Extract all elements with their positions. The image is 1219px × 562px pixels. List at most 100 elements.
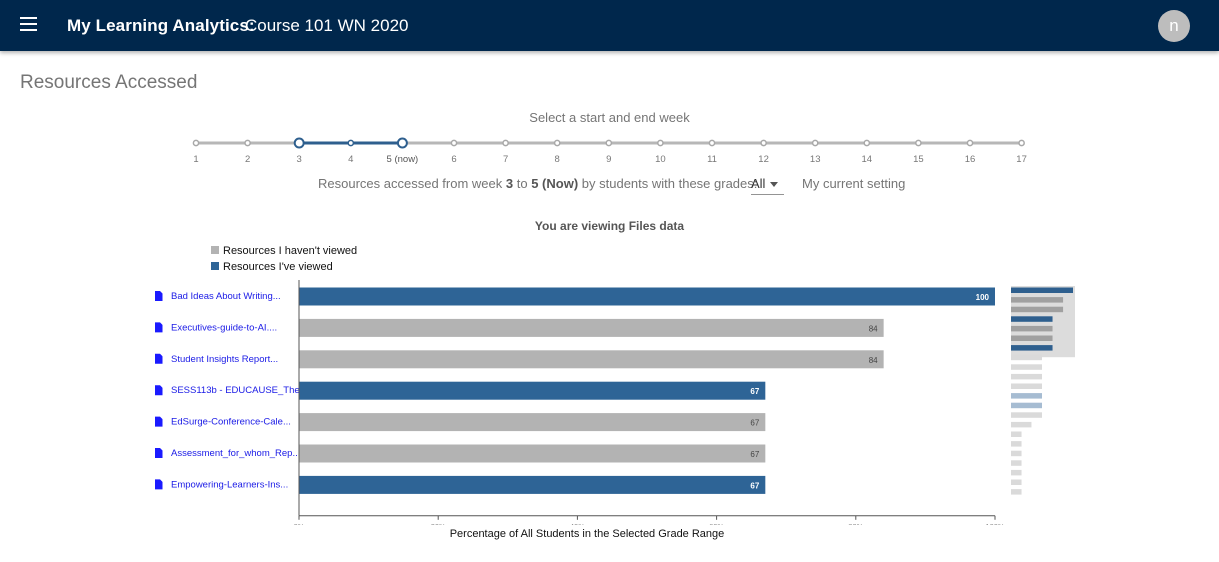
minimap-bar <box>1011 373 1042 380</box>
filter-to: to <box>516 176 528 191</box>
resource-link[interactable]: Assessment_for_whom_Rep... <box>171 448 300 459</box>
minimap-bar <box>1011 325 1053 332</box>
chart-bar[interactable] <box>299 381 766 400</box>
slider-tick-mark[interactable] <box>915 139 922 147</box>
slider-tick-mark[interactable] <box>966 139 974 147</box>
resource-link[interactable]: Executives-guide-to-AI.... <box>171 322 277 333</box>
slider-tick-mark[interactable] <box>863 139 871 147</box>
slider-week-label: 3 <box>297 154 302 165</box>
legend-viewed: Resources I've viewed <box>211 261 333 273</box>
chart-bar[interactable] <box>299 444 766 463</box>
slider-week-label: 17 <box>1016 154 1027 165</box>
slider-tick-mark[interactable] <box>708 139 716 147</box>
file-icon <box>155 291 163 301</box>
resource-link[interactable]: Empowering-Learners-Ins... <box>171 479 288 490</box>
slider-tick-mark[interactable] <box>450 139 458 147</box>
minimap-bar <box>1011 297 1064 303</box>
filter-suffix: by students with these grades: <box>581 176 758 191</box>
minimap-bar <box>1011 460 1022 466</box>
minimap-bar <box>1011 441 1022 447</box>
minimap-bar <box>1011 402 1042 409</box>
chart-bar[interactable] <box>299 350 884 369</box>
minimap-bar <box>1011 421 1032 428</box>
file-icon <box>155 416 163 427</box>
chart-bar[interactable] <box>299 475 766 494</box>
resource-link[interactable]: Bad Ideas About Writing... <box>171 291 281 302</box>
page-title: Resources Accessed <box>20 72 198 93</box>
slider-tick-mark[interactable] <box>657 139 664 147</box>
chart-minimap[interactable] <box>1010 286 1080 506</box>
slider-week-label: 4 <box>348 154 353 165</box>
resource-link[interactable]: EdSurge-Conference-Cale... <box>171 417 291 428</box>
slider-week-label: 8 <box>555 154 560 165</box>
minimap-bar <box>1011 345 1053 351</box>
slider-week-label: 1 <box>193 154 198 165</box>
x-tick-label: 40% <box>570 522 585 525</box>
slider-start-handle[interactable] <box>293 137 305 149</box>
menu-icon[interactable] <box>20 17 37 31</box>
chart-bar[interactable] <box>299 287 995 306</box>
x-tick-label: 60% <box>709 522 724 525</box>
slider-week-label: 13 <box>810 154 821 165</box>
x-axis-label: Percentage of All Students in the Select… <box>449 528 725 540</box>
chart-bar[interactable] <box>299 413 766 432</box>
my-current-setting-link[interactable]: My current setting <box>802 176 906 191</box>
slider-week-label: 9 <box>606 154 611 165</box>
slider-tick-mark[interactable] <box>811 139 819 147</box>
file-icon <box>155 353 163 364</box>
slider-tick-mark[interactable] <box>502 139 509 147</box>
slider-end-handle[interactable] <box>396 137 408 149</box>
minimap-bar <box>1011 335 1053 341</box>
legend-label-viewed: Resources I've viewed <box>223 261 333 273</box>
bar-value-label: 67 <box>750 419 759 428</box>
minimap-bar <box>1011 354 1042 361</box>
legend-label-not-viewed: Resources I haven't viewed <box>223 245 358 257</box>
slider-tick-mark[interactable] <box>192 139 200 147</box>
file-icon <box>155 385 163 396</box>
minimap-bar <box>1011 287 1073 293</box>
filter-start-week: 3 <box>505 176 514 191</box>
minimap-bar <box>1011 450 1022 457</box>
app-title: My Learning Analytics: <box>67 16 255 35</box>
slider-week-label: 5 (now) <box>387 154 419 165</box>
slider-tick-mark[interactable] <box>553 139 561 147</box>
slider-tick-mark[interactable] <box>347 139 355 147</box>
file-icon <box>155 448 163 458</box>
x-tick-label: 0% <box>294 522 305 525</box>
slider-week-label: 6 <box>451 154 456 165</box>
minimap-bar <box>1011 364 1042 370</box>
x-tick-label: 80% <box>848 522 863 525</box>
x-tick-label: 100% <box>985 522 1005 525</box>
resources-bar-chart: Bad Ideas About Writing... 100 Executives-… <box>155 280 1005 525</box>
slider-tick-mark[interactable] <box>605 139 613 147</box>
resource-link[interactable]: Student Insights Report... <box>171 354 278 365</box>
slider-week-label: 14 <box>862 154 873 165</box>
slider-tick-mark[interactable] <box>244 139 251 147</box>
bar-value-label: 100 <box>976 293 990 302</box>
week-slider-caption: Select a start and end week <box>529 110 690 125</box>
slider-week-label: 11 <box>707 154 717 165</box>
chevron-down-icon <box>770 182 778 187</box>
minimap-bar <box>1011 306 1064 313</box>
legend-swatch-viewed <box>211 262 219 270</box>
filter-description: Resources accessed from week 3 to 5 (Now… <box>318 176 757 191</box>
slider-week-label: 10 <box>655 154 666 165</box>
chart-bar[interactable] <box>299 318 884 337</box>
bar-value-label: 67 <box>750 481 759 490</box>
app-bar: My Learning Analytics: Course 101 WN 202… <box>0 0 1219 51</box>
minimap-bar <box>1011 383 1042 389</box>
slider-tick-mark[interactable] <box>1018 139 1025 147</box>
minimap-bar <box>1011 479 1022 485</box>
minimap-bar <box>1011 316 1053 322</box>
grade-select[interactable]: All <box>751 173 784 195</box>
bar-value-label: 84 <box>869 324 878 333</box>
user-avatar[interactable]: n <box>1158 10 1190 42</box>
legend-not-viewed: Resources I haven't viewed <box>211 245 357 257</box>
legend-swatch-not-viewed <box>211 246 219 254</box>
viewing-title: You are viewing Files data <box>534 219 685 233</box>
filter-end-week: 5 (Now) <box>531 176 579 191</box>
slider-tick-mark[interactable] <box>760 139 767 147</box>
resource-link[interactable]: SESS113b - EDUCAUSE_The <box>171 385 300 396</box>
file-icon <box>155 322 163 333</box>
